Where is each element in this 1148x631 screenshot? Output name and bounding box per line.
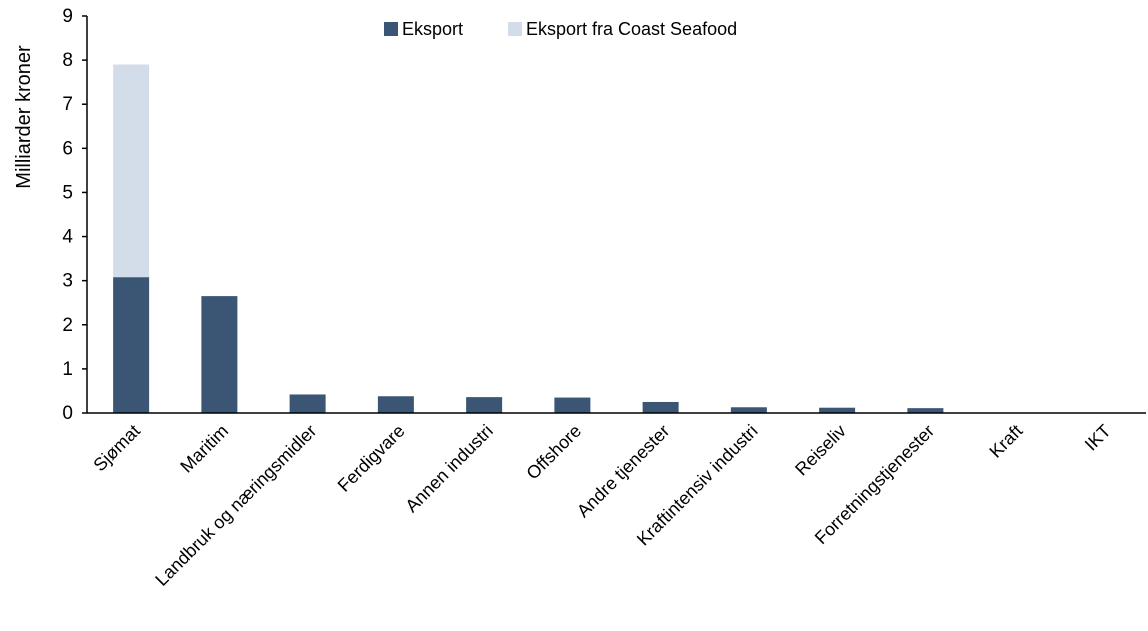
legend: Eksport Eksport fra Coast Seafood (384, 19, 737, 39)
x-tick-label: Annen industri (401, 421, 497, 517)
x-tick-label: Ferdigvare (334, 421, 409, 496)
bar-eksport (554, 397, 591, 413)
y-axis-title: Milliarder kroner (13, 45, 35, 189)
x-tick-label: Landbruk og næringsmidler (151, 421, 320, 590)
x-tick-label: Sjømat (89, 421, 143, 475)
legend-swatch-eksport (384, 22, 398, 36)
y-tick-label: 1 (62, 359, 73, 380)
legend-swatch-coast-seafood (508, 22, 522, 36)
y-axis: 0 1 2 3 4 5 6 7 8 9 (62, 6, 88, 424)
bar-eksport (201, 296, 238, 413)
y-tick-label: 7 (62, 94, 73, 115)
bar-coast-seafood (113, 64, 150, 278)
bar-eksport (113, 277, 150, 413)
bar-eksport (289, 394, 326, 413)
bar-eksport (642, 401, 679, 413)
bar-eksport (907, 408, 944, 413)
y-tick-label: 2 (62, 315, 73, 336)
x-tick-label: Reiseliv (791, 421, 850, 480)
x-tick-label: IKT (1081, 421, 1115, 455)
y-tick-label: 8 (62, 50, 73, 71)
bar-eksport (730, 407, 767, 413)
legend-label-eksport: Eksport (402, 19, 463, 39)
x-tick-label: Maritim (176, 421, 232, 477)
y-tick-label: 6 (62, 138, 73, 159)
x-tick-label: Andre tjenester (573, 421, 673, 521)
y-tick-label: 9 (62, 6, 73, 27)
bar-eksport (466, 397, 503, 413)
bar-eksport (377, 396, 414, 413)
bars (113, 64, 944, 413)
x-tick-label: Kraft (985, 421, 1026, 462)
y-tick-label: 5 (62, 182, 73, 203)
y-tick-label: 4 (62, 227, 73, 248)
bar-eksport (819, 407, 856, 413)
y-tick-label: 3 (62, 271, 73, 292)
y-tick-label: 0 (62, 403, 73, 424)
legend-label-coast-seafood: Eksport fra Coast Seafood (526, 19, 737, 39)
x-tick-label: Offshore (522, 421, 585, 484)
